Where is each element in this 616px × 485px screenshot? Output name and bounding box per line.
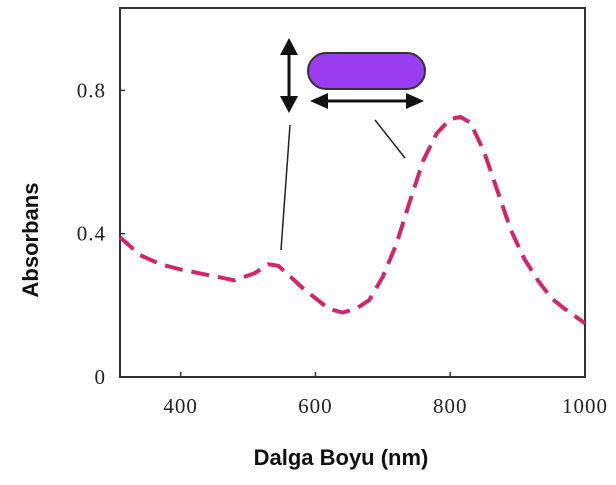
x-tick-label: 800 bbox=[433, 394, 468, 418]
y-axis-title: Absorbans bbox=[18, 183, 43, 298]
x-tick-label: 400 bbox=[163, 394, 198, 418]
x-tick-label: 600 bbox=[298, 394, 333, 418]
x-axis-title: Dalga Boyu (nm) bbox=[254, 445, 429, 470]
y-tick-label: 0.8 bbox=[77, 78, 106, 102]
x-tick-label: 1000 bbox=[562, 394, 608, 418]
nanorod-illustration bbox=[280, 38, 426, 251]
y-tick-label: 0 bbox=[95, 365, 107, 389]
data-line bbox=[118, 114, 587, 325]
plot-frame bbox=[119, 7, 586, 378]
y-tick-label: 0.4 bbox=[77, 222, 106, 246]
